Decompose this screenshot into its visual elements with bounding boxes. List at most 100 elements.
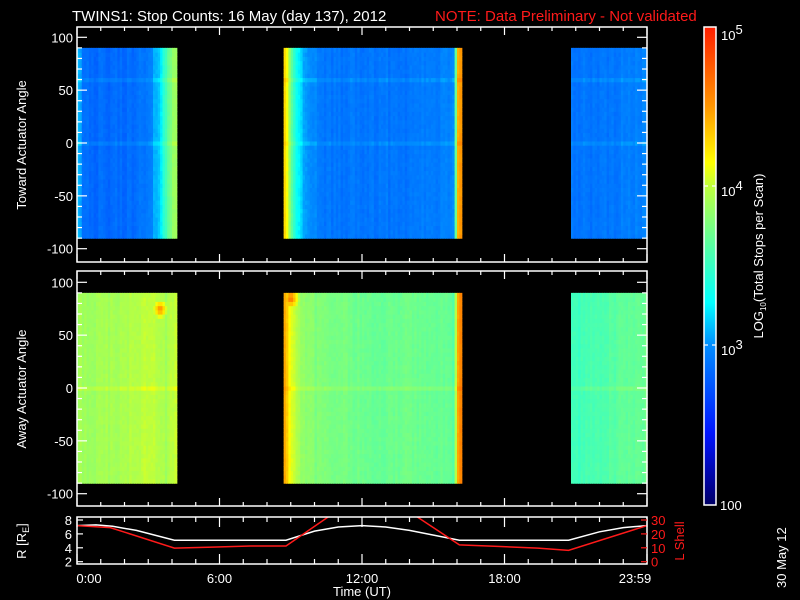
- heatmap-cell: [357, 119, 361, 125]
- heatmap-cell: [77, 73, 80, 79]
- heatmap-cell: [122, 174, 126, 180]
- heatmap-cell: [112, 170, 116, 176]
- heatmap-cell: [340, 208, 344, 214]
- heatmap-cell: [352, 191, 356, 197]
- heatmap-cell: [352, 52, 356, 57]
- heatmap-cell: [143, 136, 147, 142]
- heatmap-cell: [302, 157, 306, 163]
- heatmap-cell: [354, 178, 358, 184]
- heatmap-cell: [164, 216, 168, 222]
- heatmap-cell: [169, 77, 173, 83]
- heatmap-cell: [77, 157, 80, 163]
- heatmap-cell: [309, 195, 313, 201]
- heatmap-cell: [100, 170, 104, 176]
- heatmap-cell: [321, 212, 325, 218]
- heatmap-cell: [309, 225, 313, 231]
- heatmap-cell: [129, 56, 133, 62]
- heatmap-cell: [77, 216, 80, 222]
- heatmap-cell: [150, 200, 154, 205]
- heatmap-cell: [169, 178, 173, 184]
- heatmap-cell: [107, 178, 111, 184]
- heatmap-cell: [354, 162, 358, 167]
- heatmap-cell: [77, 60, 80, 66]
- heatmap-cell: [155, 47, 159, 53]
- heatmap-cell: [88, 216, 92, 222]
- heatmap-cell: [103, 195, 107, 201]
- heatmap-cell: [145, 216, 149, 222]
- heatmap-cell: [150, 170, 154, 176]
- heatmap-cell: [328, 221, 332, 227]
- heatmap-cell: [345, 229, 349, 235]
- heatmap-cell: [79, 178, 83, 184]
- heatmap-cell: [162, 115, 166, 121]
- heatmap-cell: [169, 157, 173, 163]
- heatmap-cell: [143, 195, 147, 201]
- heatmap-cell: [290, 191, 294, 197]
- heatmap-cell: [119, 69, 123, 74]
- heatmap-cell: [96, 149, 99, 155]
- heatmap-cell: [340, 123, 344, 129]
- heatmap-cell: [157, 229, 161, 235]
- heatmap-cell: [331, 60, 335, 66]
- heatmap-cell: [359, 81, 363, 87]
- heatmap-cell: [172, 60, 175, 66]
- heatmap-cell: [79, 73, 83, 79]
- heatmap-cell: [122, 94, 126, 100]
- heatmap-cell: [373, 170, 377, 176]
- heatmap-cell: [169, 73, 173, 79]
- heatmap-cell: [293, 200, 297, 205]
- heatmap-cell: [143, 178, 147, 184]
- heatmap-cell: [364, 229, 368, 235]
- heatmap-cell: [307, 69, 311, 74]
- heatmap-cell: [77, 212, 80, 218]
- heatmap-cell: [300, 52, 304, 57]
- heatmap-cell: [316, 225, 320, 231]
- heatmap-cell: [155, 111, 159, 117]
- heatmap-cell: [364, 60, 368, 66]
- heatmap-cell: [136, 145, 140, 150]
- heatmap-cell: [369, 200, 373, 205]
- heatmap-cell: [172, 174, 175, 180]
- heatmap-cell: [333, 221, 337, 227]
- heatmap-cell: [352, 136, 356, 142]
- heatmap-cell: [169, 94, 173, 100]
- heatmap-cell: [112, 136, 116, 142]
- heatmap-cell: [357, 128, 361, 134]
- heatmap-cell: [324, 90, 327, 95]
- heatmap-cell: [345, 128, 349, 134]
- heatmap-cell: [88, 208, 92, 214]
- heatmap-cell: [110, 69, 114, 74]
- heatmap-cell: [81, 102, 85, 108]
- heatmap-cell: [88, 52, 92, 57]
- heatmap-cell: [333, 73, 337, 79]
- heatmap-cell: [164, 149, 168, 155]
- heatmap-cell: [155, 187, 159, 193]
- heatmap-cell: [288, 149, 292, 155]
- heatmap-cell: [122, 102, 126, 108]
- heatmap-cell: [162, 69, 166, 74]
- heatmap-cell: [141, 208, 145, 214]
- heatmap-cell: [103, 153, 107, 159]
- heatmap-cell: [84, 166, 88, 172]
- heatmap-cell: [314, 162, 318, 167]
- heatmap-cell: [359, 212, 363, 218]
- heatmap-cell: [359, 216, 363, 222]
- heatmap-cell: [103, 149, 107, 155]
- heatmap-cell: [115, 229, 118, 235]
- heatmap-cell: [112, 60, 116, 66]
- heatmap-cell: [96, 94, 99, 100]
- heatmap-cell: [100, 212, 104, 218]
- heatmap-cell: [155, 162, 159, 167]
- heatmap-cell: [145, 60, 149, 66]
- heatmap-cell: [366, 115, 370, 121]
- heatmap-cell: [93, 191, 97, 197]
- heatmap-cell: [286, 212, 289, 218]
- heatmap-cell: [77, 111, 80, 117]
- heatmap-cell: [295, 69, 299, 74]
- heatmap-cell: [96, 233, 99, 239]
- heatmap-cell: [331, 123, 335, 129]
- heatmap-cell: [333, 69, 337, 74]
- heatmap-cell: [105, 221, 109, 227]
- heatmap-cell: [155, 149, 159, 155]
- heatmap-cell: [359, 115, 363, 121]
